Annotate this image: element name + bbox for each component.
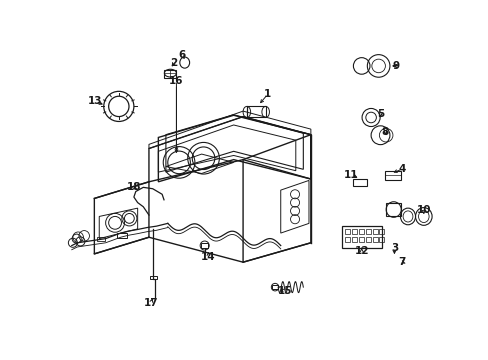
Text: 9: 9 [392,61,399,71]
Bar [117,233,127,238]
Text: 18: 18 [126,183,141,192]
Text: 5: 5 [376,109,384,119]
Bar [351,229,356,234]
Text: 6: 6 [178,50,185,60]
Bar [372,237,377,242]
Text: 8: 8 [381,127,388,137]
Text: 2: 2 [170,58,177,68]
Bar [341,226,382,248]
Bar [358,229,363,234]
Text: 15: 15 [278,286,292,296]
Bar [345,229,350,234]
Bar [351,237,356,242]
Bar [384,171,401,180]
Bar [365,237,370,242]
Bar [379,229,384,234]
Text: 14: 14 [201,252,215,262]
Bar [345,237,350,242]
Bar [358,237,363,242]
Text: 4: 4 [397,164,405,174]
Bar [365,229,370,234]
Text: 1: 1 [264,90,271,99]
Bar [372,229,377,234]
Text: 17: 17 [143,298,158,308]
Text: 11: 11 [344,170,358,180]
Text: 12: 12 [354,246,368,256]
Bar [352,179,366,186]
Bar [97,237,105,241]
Text: 10: 10 [416,204,430,215]
Bar [379,237,384,242]
Text: 13: 13 [88,96,102,107]
Text: 16: 16 [169,76,183,86]
Text: 7: 7 [398,257,405,267]
Text: 3: 3 [390,243,397,253]
Bar [150,276,157,279]
